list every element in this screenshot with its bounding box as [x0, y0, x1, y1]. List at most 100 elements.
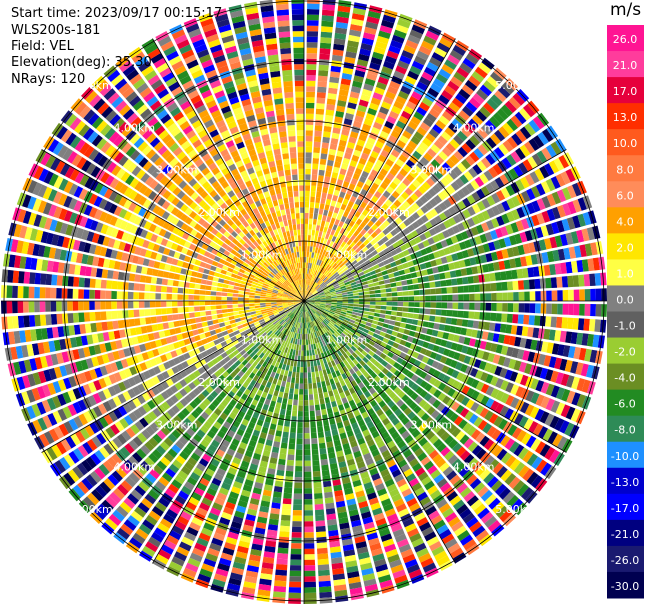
range-gate [274, 336, 280, 343]
range-gate [224, 45, 237, 54]
range-gate [299, 305, 302, 311]
range-gate [272, 308, 278, 311]
range-gate [469, 151, 480, 163]
range-gate [277, 356, 282, 363]
range-gate [282, 192, 288, 199]
range-gate [246, 348, 253, 355]
range-gate [537, 131, 549, 145]
range-gate [121, 142, 132, 154]
range-gate [194, 289, 200, 295]
range-gate [101, 106, 114, 119]
range-gate [242, 235, 249, 242]
range-gate [210, 291, 217, 296]
range-gate [462, 197, 471, 208]
range-gate [293, 301, 299, 304]
range-gate [202, 181, 211, 190]
range-gate [506, 281, 514, 291]
range-gate [264, 32, 277, 40]
range-gate [100, 124, 112, 136]
range-gate [486, 195, 496, 206]
range-gate [447, 195, 457, 205]
range-gate [144, 284, 151, 292]
range-gate [374, 285, 381, 290]
range-gate [210, 265, 217, 272]
range-gate [308, 224, 313, 230]
range-gate [331, 255, 337, 261]
range-gate [254, 481, 264, 490]
range-gate [528, 242, 536, 253]
range-gate [242, 352, 249, 359]
range-gate [288, 592, 301, 599]
range-gate [97, 257, 105, 267]
range-gate [469, 293, 475, 301]
range-gate [523, 104, 536, 118]
range-gate [245, 328, 252, 334]
range-gate [252, 159, 260, 167]
range-gate [214, 215, 223, 223]
range-gate [581, 228, 590, 242]
range-gate [394, 217, 403, 225]
range-gate [364, 26, 377, 35]
range-gate [116, 310, 123, 319]
range-gate [173, 273, 181, 280]
range-gate [286, 272, 291, 278]
range-gate [447, 54, 460, 66]
range-gate [214, 171, 223, 180]
range-gate [340, 285, 346, 290]
range-gate [456, 251, 464, 260]
range-gate [225, 338, 232, 345]
range-gate [225, 349, 233, 356]
range-gates [1, 0, 607, 604]
range-gate [264, 444, 272, 452]
range-gate [220, 341, 228, 347]
range-gate [388, 45, 401, 55]
range-gate [343, 243, 350, 250]
range-gate [269, 457, 278, 464]
range-gate [21, 241, 30, 255]
range-gate [296, 305, 301, 310]
range-gate [287, 271, 292, 277]
range-gate [215, 157, 225, 167]
range-gate [317, 75, 328, 82]
range-gate [279, 277, 285, 283]
range-gate [322, 268, 327, 275]
range-gate [184, 207, 193, 216]
range-gate [584, 243, 593, 257]
range-gate [249, 303, 255, 307]
range-gate [169, 328, 176, 336]
range-gate [250, 190, 257, 198]
range-gate [290, 559, 302, 566]
range-gate [180, 140, 191, 150]
range-gate [170, 394, 179, 404]
range-gate [144, 43, 158, 55]
range-gate [119, 220, 128, 230]
range-gate [50, 314, 58, 325]
range-gate [314, 270, 318, 276]
range-gate [150, 100, 162, 111]
range-gate [462, 276, 469, 285]
range-gate [269, 206, 276, 214]
range-gate [320, 37, 332, 44]
range-gate [42, 202, 52, 215]
range-gate [146, 164, 157, 175]
range-gate [306, 42, 318, 48]
range-gate [48, 340, 56, 353]
range-gate [187, 476, 198, 486]
range-gate [68, 375, 77, 388]
range-gate [300, 328, 303, 334]
range-gate [163, 179, 173, 189]
range-gate [88, 206, 98, 218]
range-gate [531, 153, 543, 166]
range-gate [272, 328, 278, 334]
range-gate [239, 441, 248, 450]
range-gate [291, 275, 295, 282]
range-gate [522, 268, 529, 278]
range-gate [88, 244, 97, 255]
range-gate [294, 321, 297, 328]
range-gate [345, 271, 352, 277]
range-gate [361, 209, 369, 217]
range-gate [355, 144, 364, 152]
range-gate [264, 173, 272, 181]
range-gate [492, 112, 505, 125]
range-gate [329, 277, 336, 282]
